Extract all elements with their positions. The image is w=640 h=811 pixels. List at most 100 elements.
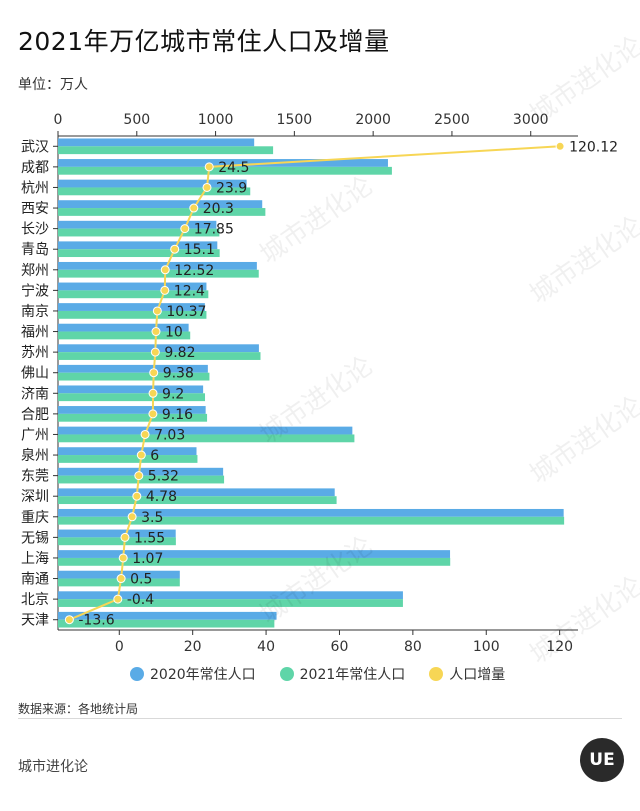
legend-item-2021: 2021年常住人口 [279, 664, 406, 684]
category-label: 合肥 [21, 407, 49, 423]
increase-data-label: 1.07 [132, 551, 163, 567]
increase-data-label: 17.85 [194, 222, 234, 238]
bar-2020 [58, 591, 403, 600]
increase-data-label: 6 [150, 448, 159, 464]
category-label: 天津 [21, 613, 49, 629]
bar-2021 [58, 146, 274, 155]
increase-point [132, 491, 142, 501]
category-label: 西安 [21, 201, 49, 217]
category-label: 长沙 [21, 222, 49, 238]
bar-2021 [58, 455, 198, 463]
category-label: 宁波 [21, 282, 49, 299]
bar-2020 [58, 426, 353, 435]
increase-point [555, 141, 565, 151]
bar-2021 [58, 249, 220, 258]
category-label: 武汉 [21, 139, 49, 155]
bar-2020 [58, 138, 255, 147]
increase-data-label: 9.82 [164, 345, 195, 361]
bar-2020 [58, 179, 247, 188]
increase-point [134, 471, 144, 481]
bar-2020 [58, 159, 388, 167]
footer-divider [18, 718, 622, 719]
increase-point [148, 388, 158, 398]
bottom-axis-tick-label: 40 [257, 639, 275, 655]
increase-data-label: 10 [165, 325, 183, 341]
bar-2021 [58, 228, 220, 237]
brand-logo: UE [580, 738, 624, 782]
top-axis-tick-label: 2000 [355, 112, 391, 128]
bar-2020 [58, 508, 564, 517]
data-source: 数据来源：各地统计局 [18, 702, 139, 716]
bar-2020 [58, 344, 259, 353]
increase-data-label: -0.4 [127, 592, 154, 608]
top-axis-tick-label: 0 [54, 112, 63, 128]
bar-2020 [58, 261, 257, 270]
category-label: 广州 [21, 427, 49, 443]
increase-data-label: 10.37 [166, 304, 206, 320]
increase-data-label: 3.5 [141, 510, 163, 526]
increase-data-label: 12.52 [174, 263, 214, 279]
bar-2020 [58, 385, 204, 394]
category-label: 无锡 [21, 530, 49, 546]
legend-2021-label: 2021年常住人口 [299, 667, 406, 683]
increase-point [64, 615, 74, 625]
increase-data-label: 24.5 [218, 160, 249, 176]
top-axis-tick-label: 2500 [434, 112, 470, 128]
category-label: 杭州 [21, 180, 49, 196]
category-label: 苏州 [21, 345, 49, 361]
category-label: 青岛 [21, 242, 49, 258]
top-axis-tick-label: 3000 [513, 112, 549, 128]
increase-point [118, 553, 128, 563]
bar-2021 [58, 352, 261, 360]
category-label: 深圳 [21, 489, 49, 505]
increase-data-label: 20.3 [203, 201, 234, 217]
legend: 2020年常住人口 2021年常住人口 人口增量 [130, 664, 505, 684]
category-label: 成都 [21, 160, 49, 176]
bar-2020 [58, 323, 189, 332]
bar-2021 [58, 187, 251, 196]
bar-2020 [58, 447, 197, 456]
top-axis-tick-label: 500 [123, 112, 150, 128]
increase-data-label: 5.32 [148, 469, 179, 485]
bar-2021 [58, 166, 392, 175]
increase-data-label: 23.9 [216, 180, 247, 196]
increase-point [148, 409, 158, 419]
increase-point [202, 182, 212, 192]
category-label: 东莞 [21, 469, 49, 485]
increase-point [120, 532, 130, 542]
bar-2021 [58, 434, 355, 443]
top-axis-tick-label: 1500 [277, 112, 313, 128]
bar-2021 [58, 537, 176, 546]
category-label: 上海 [21, 551, 49, 567]
bar-2021 [58, 557, 451, 566]
bar-2020 [58, 241, 218, 250]
legend-item-increase: 人口增量 [429, 664, 505, 684]
legend-2021-swatch [279, 667, 294, 681]
bar-2021 [58, 372, 210, 381]
bar-2021 [58, 331, 191, 340]
increase-data-label: 7.03 [154, 427, 185, 443]
increase-point [136, 450, 146, 460]
bar-2021 [58, 475, 225, 484]
bar-2020 [58, 611, 277, 620]
bottom-axis-tick-label: 100 [473, 639, 500, 655]
increase-data-label: 0.5 [130, 572, 152, 588]
category-label: 泉州 [21, 447, 49, 464]
bar-2020 [58, 282, 207, 291]
increase-point [149, 368, 159, 378]
bottom-axis-tick-label: 20 [184, 639, 202, 655]
increase-point [140, 429, 150, 439]
increase-point [116, 574, 126, 584]
category-label: 重庆 [21, 510, 49, 526]
population-chart: 0 500 1000 1500 2000 2500 3000 0 20 40 60 80 100 120 武… [21, 112, 618, 655]
increase-point [127, 512, 137, 522]
increase-data-label: 9.16 [162, 407, 193, 423]
unit-label: 单位：万人 [18, 77, 88, 93]
increase-data-label: 1.55 [134, 530, 165, 546]
increase-point [204, 162, 214, 172]
category-label: 济南 [21, 386, 49, 402]
increase-point [160, 265, 170, 275]
brand-name: 城市进化论 [18, 759, 88, 775]
increase-data-label: 9.2 [162, 386, 184, 402]
bar-2021 [58, 496, 337, 505]
